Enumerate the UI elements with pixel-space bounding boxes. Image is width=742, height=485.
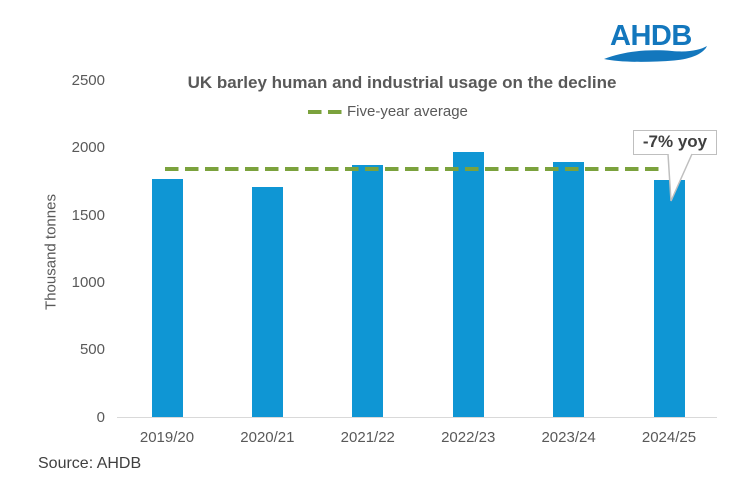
bar-2019/20 <box>151 178 183 418</box>
annotation-callout: -7% yoy <box>633 130 717 155</box>
chart-title: UK barley human and industrial usage on … <box>187 73 617 92</box>
source-note: Source: AHDB <box>38 455 142 472</box>
callout-tail-icon <box>667 153 693 202</box>
x-tick-label: 2023/24 <box>541 429 596 446</box>
x-tick-label: 2024/25 <box>641 429 697 446</box>
legend-label: Five-year average <box>347 103 468 120</box>
x-tick-label: 2019/20 <box>139 429 195 446</box>
legend-dash-icon <box>308 110 342 114</box>
x-axis-line <box>117 417 717 418</box>
bar-2022/23 <box>452 152 484 418</box>
ahdb-logo-wave-icon <box>604 46 707 62</box>
average-line <box>165 167 662 172</box>
y-tick-label: 500 <box>79 341 105 359</box>
x-tick-label: 2021/22 <box>340 429 395 446</box>
bar-2020/21 <box>251 187 283 418</box>
y-tick-label: 2000 <box>71 139 105 157</box>
y-tick-label: 1000 <box>71 273 105 291</box>
y-tick-label: 1500 <box>71 206 105 224</box>
ahdb-logo-text: AHDB <box>610 20 692 52</box>
bar-2021/22 <box>352 165 384 418</box>
x-tick-label: 2022/23 <box>441 429 496 446</box>
bar-2024/25 <box>653 179 685 418</box>
bar-2023/24 <box>553 162 585 418</box>
y-tick-label: 2500 <box>71 72 105 89</box>
y-tick-label: 0 <box>96 408 105 426</box>
x-tick-label: 2020/21 <box>240 429 295 446</box>
